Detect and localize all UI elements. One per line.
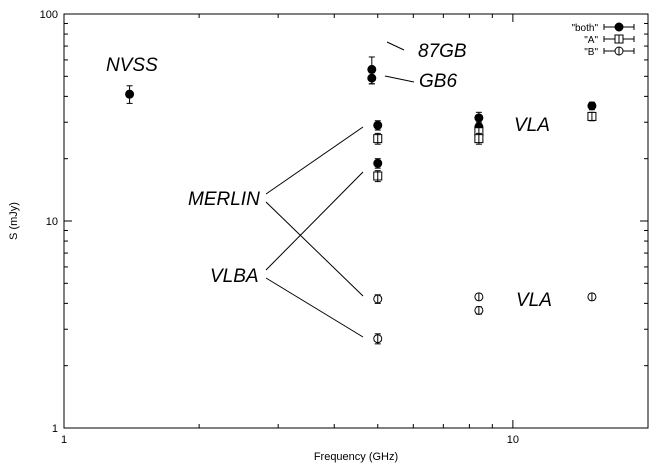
connector-vlba-lower — [265, 277, 364, 338]
data-point-series-0 — [367, 73, 377, 83]
connector-merlin-lower — [265, 201, 364, 297]
data-point-series-0 — [587, 101, 597, 111]
plot-area-frame — [63, 13, 649, 429]
y-tick-label: 10 — [46, 216, 58, 228]
data-point-series-0 — [373, 158, 383, 168]
annotation-vla-bottom: VLA — [516, 290, 552, 311]
data-point-series-0 — [474, 113, 484, 123]
x-tick-label: 10 — [507, 434, 519, 446]
data-points — [125, 56, 597, 345]
connector-87gb — [386, 41, 405, 51]
annotation-nvss: NVSS — [106, 55, 158, 76]
annotation-gb6: GB6 — [419, 71, 457, 92]
annotation-vla-top: VLA — [514, 115, 550, 136]
data-point-series-2 — [474, 305, 484, 315]
data-point-series-2 — [474, 292, 484, 302]
y-axis-title: S (mJy) — [8, 202, 20, 240]
annotation-vlba: VLBA — [210, 266, 259, 287]
connector-gb6 — [384, 75, 415, 83]
connector-merlin-upper — [265, 126, 364, 195]
legend-marker-0 — [614, 22, 624, 32]
y-tick-label: 100 — [40, 9, 58, 21]
legend-marker-1 — [614, 34, 624, 44]
data-point-series-0 — [373, 120, 383, 130]
annotation-merlin: MERLIN — [188, 189, 260, 210]
legend: "both" "A" "B" — [571, 22, 635, 58]
x-tick-label: 1 — [61, 434, 67, 446]
legend-label-a: "A" — [584, 35, 598, 46]
y-axis: 1 10 100 — [40, 9, 648, 435]
y-tick-label: 1 — [52, 423, 58, 435]
data-point-series-0 — [367, 64, 377, 74]
data-point-series-2 — [373, 294, 383, 304]
data-point-series-2 — [587, 292, 597, 302]
annotation-87gb: 87GB — [418, 41, 467, 62]
x-axis: 1 10 — [61, 14, 649, 446]
x-axis-title: Frequency (GHz) — [314, 451, 398, 463]
data-point-series-2 — [373, 334, 383, 344]
data-point-series-1 — [587, 111, 597, 121]
data-point-series-0 — [125, 89, 135, 99]
connector-vlba-upper — [265, 171, 364, 271]
annotation-connectors — [265, 41, 415, 338]
legend-label-b: "B" — [584, 47, 598, 58]
data-point-series-1 — [474, 134, 484, 144]
legend-marker-2 — [614, 46, 624, 56]
annotations: NVSS 87GB GB6 VLA MERLIN VLBA VLA — [106, 41, 552, 311]
data-point-series-1 — [373, 134, 383, 144]
legend-label-both: "both" — [571, 23, 598, 34]
data-point-series-1 — [373, 171, 383, 181]
